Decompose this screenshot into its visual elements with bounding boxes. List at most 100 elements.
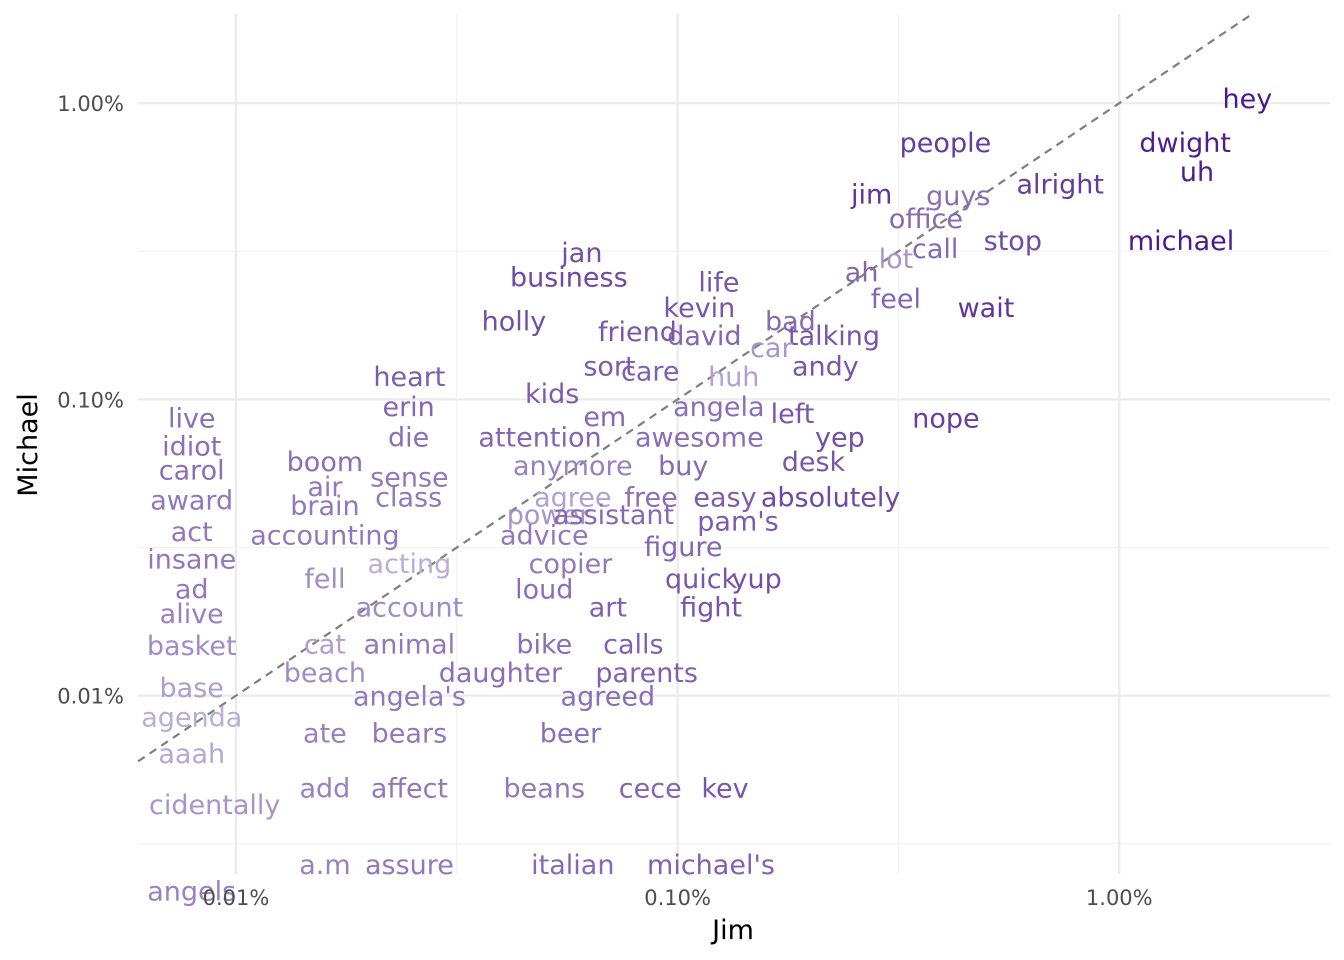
word-label: loud (515, 574, 573, 605)
word-label: people (900, 128, 992, 159)
word-label: heart (373, 362, 445, 393)
word-label: free (625, 483, 678, 514)
word-label: add (300, 773, 351, 804)
word-label: quick (665, 564, 738, 595)
word-label: angela's (353, 682, 466, 713)
word-label: hey (1223, 84, 1273, 115)
word-label: cat (304, 629, 346, 660)
word-label: lot (879, 244, 914, 275)
word-label: left (771, 399, 815, 430)
word-label: ah (845, 258, 879, 289)
word-label: sense (370, 462, 448, 493)
word-label: copier (529, 549, 614, 580)
word-label: award (150, 485, 233, 516)
grid-lines (138, 14, 1330, 874)
word-label: agree (534, 483, 611, 514)
word-label: carol (159, 455, 225, 486)
word-label: jan (560, 238, 602, 269)
word-label: die (388, 422, 429, 453)
word-label: accounting (250, 520, 399, 551)
word-label: art (589, 592, 627, 623)
word-label: live (168, 403, 216, 434)
word-label: office (889, 204, 963, 235)
word-label: ad (175, 574, 209, 605)
word-label: feel (871, 284, 921, 315)
word-label: beach (284, 658, 366, 689)
word-label: kevin (663, 293, 735, 324)
word-label: agenda (141, 703, 242, 734)
word-label: dwight (1139, 128, 1231, 159)
word-label: idiot (162, 431, 221, 462)
word-label: absolutely (761, 483, 901, 514)
word-label: stop (984, 226, 1042, 257)
x-tick-label: 0.10% (644, 886, 711, 910)
word-label: brain (290, 491, 359, 522)
word-label: beans (504, 773, 585, 804)
word-label: friend (598, 317, 677, 348)
word-label: kids (525, 379, 579, 410)
word-label: base (160, 673, 224, 704)
word-label: beer (540, 719, 602, 750)
word-label: nope (912, 403, 979, 434)
word-label: guys (926, 181, 990, 212)
word-label: cidentally (149, 790, 280, 821)
word-label: cece (619, 773, 682, 804)
word-label: assistant (553, 500, 674, 531)
word-label: yep (815, 422, 865, 453)
word-label: buy (658, 451, 708, 482)
word-label: life (698, 268, 739, 299)
word-label: desk (782, 447, 846, 478)
word-label: insane (147, 545, 236, 576)
word-label: agreed (561, 682, 656, 713)
word-label: pam's (697, 507, 778, 538)
word-label: alive (160, 599, 224, 630)
word-label: andy (792, 352, 859, 383)
word-label: anymore (513, 451, 633, 482)
word-label: angels (147, 876, 236, 907)
word-label: care (621, 357, 680, 388)
word-label: basket (147, 631, 237, 662)
word-label: awesome (635, 422, 764, 453)
word-label: michael's (647, 850, 775, 881)
word-label: wait (958, 293, 1015, 324)
word-label: angela (673, 392, 764, 423)
word-label: bike (516, 629, 572, 660)
word-label: sort (583, 352, 635, 383)
y-tick-label: 0.10% (57, 388, 124, 412)
word-label: animal (364, 629, 456, 660)
word-label: kev (701, 773, 748, 804)
word-label: daughter (439, 658, 563, 689)
word-label: huh (708, 362, 759, 393)
word-label: yup (732, 564, 782, 595)
word-label: attention (478, 422, 601, 453)
word-label: class (375, 483, 442, 514)
x-tick-label: 1.00% (1086, 886, 1153, 910)
y-axis-title: Michael (13, 393, 44, 496)
word-label: alright (1016, 170, 1104, 201)
word-label: uh (1180, 157, 1214, 188)
word-label: aaah (158, 739, 225, 770)
y-tick-label: 1.00% (57, 92, 124, 116)
word-label: advice (500, 520, 589, 551)
word-label: holly (482, 306, 547, 337)
word-label: business (510, 262, 628, 293)
word-label: bears (372, 719, 447, 750)
word-label: act (171, 517, 213, 548)
x-axis-title: Jim (710, 915, 754, 946)
word-label: ate (303, 719, 347, 750)
word-label: acting (368, 549, 452, 580)
word-label: jim (850, 180, 892, 211)
word-label: parents (595, 658, 698, 689)
word-label: call (912, 234, 958, 265)
word-label: air (307, 472, 343, 503)
word-label: figure (644, 532, 722, 563)
word-label: michael (1128, 226, 1234, 257)
word-label: boom (287, 447, 363, 478)
word-label: bad (765, 306, 816, 337)
word-label: italian (531, 850, 614, 881)
word-label: em (583, 402, 626, 433)
word-label: affect (371, 773, 448, 804)
word-label: a.m (299, 850, 350, 881)
